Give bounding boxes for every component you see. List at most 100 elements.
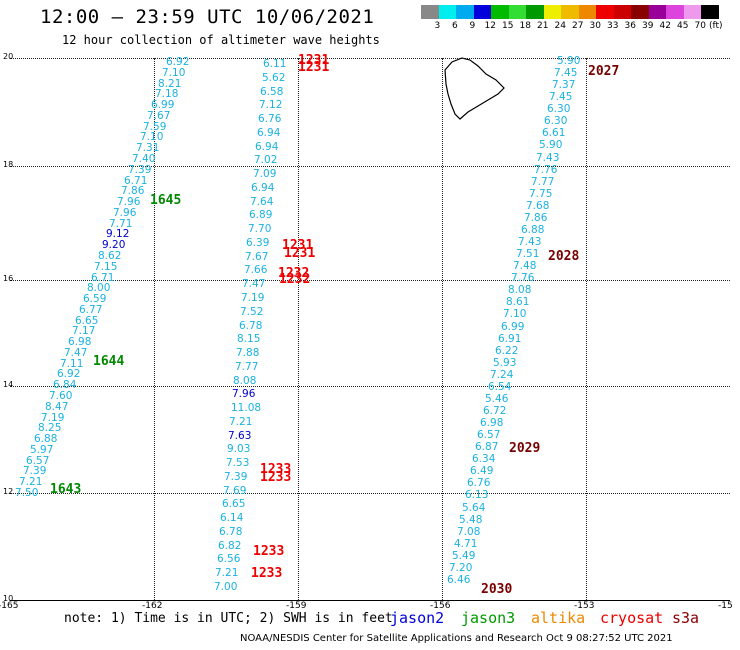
wave-height-value: 7.47 — [64, 347, 88, 359]
wave-height-value: 6.88 — [34, 433, 58, 445]
wave-height-value: 8.62 — [98, 250, 122, 262]
wave-height-value: 7.50 — [15, 487, 39, 499]
wave-height-value: 7.76 — [511, 272, 535, 284]
wave-height-value: 7.39 — [128, 164, 152, 176]
wave-height-value: 6.92 — [57, 368, 81, 380]
lat-label: 12 — [3, 487, 14, 496]
wave-height-value: 7.08 — [457, 526, 481, 538]
wave-height-value: 5.93 — [493, 357, 517, 369]
wave-height-value: 7.77 — [235, 361, 259, 373]
wave-height-value: 6.54 — [488, 381, 512, 393]
wave-height-value: 5.48 — [459, 514, 483, 526]
track-time-label: 1644 — [93, 354, 125, 369]
scale-swatch — [631, 5, 649, 19]
legend-altika: altika — [531, 609, 586, 627]
wave-height-value: 7.59 — [143, 121, 167, 133]
scale-label: 6 — [452, 21, 458, 31]
wave-height-value: 5.64 — [462, 502, 486, 514]
scale-label: (ft) — [709, 21, 723, 31]
lat-gridline — [10, 280, 730, 281]
scale-swatch — [473, 5, 491, 19]
wave-height-value: 7.02 — [254, 154, 278, 166]
wave-height-value: 8.08 — [233, 375, 257, 387]
wave-height-value: 7.24 — [490, 369, 514, 381]
wave-height-value: 5.97 — [30, 444, 54, 456]
scale-swatch — [561, 5, 579, 19]
scale-label: 15 — [502, 21, 514, 31]
legend-s3a: s3a — [672, 609, 700, 627]
scale-swatch — [666, 5, 684, 19]
wave-height-value: 6.84 — [53, 379, 77, 391]
scale-swatch — [648, 5, 666, 19]
lon-label: -156 — [430, 601, 451, 611]
wave-height-value: 6.59 — [83, 293, 107, 305]
wave-height-value: 7.69 — [223, 485, 247, 497]
wave-height-value: 7.76 — [534, 164, 558, 176]
wave-height-value: 7.70 — [248, 223, 272, 235]
track-time-label: 1232 — [278, 266, 310, 281]
wave-height-value: 6.56 — [217, 553, 241, 565]
lon-label: -165 — [0, 601, 19, 611]
wave-height-value: 6.99 — [501, 321, 525, 333]
wave-height-value: 7.17 — [72, 325, 96, 337]
wave-height-value: 6.39 — [246, 237, 270, 249]
wave-height-value: 7.53 — [226, 457, 250, 469]
wave-height-value: 7.86 — [524, 212, 548, 224]
lon-gridline — [154, 58, 155, 600]
wave-height-value: 9.03 — [227, 443, 251, 455]
footer-credit: NOAA/NESDIS Center for Satellite Applica… — [240, 633, 673, 644]
track-time-label: 1233 — [253, 544, 285, 559]
wave-height-value: 7.51 — [516, 248, 540, 260]
wave-height-value: 7.15 — [94, 261, 118, 273]
wave-height-value: 6.77 — [79, 304, 103, 316]
wave-height-value: 8.47 — [45, 401, 69, 413]
scale-label: 45 — [677, 21, 689, 31]
wave-height-value: 7.09 — [253, 168, 277, 180]
wave-height-value: 5.49 — [452, 550, 476, 562]
wave-height-value: 6.46 — [447, 574, 471, 586]
wave-height-value: 6.57 — [26, 455, 50, 467]
wave-height-value: 7.77 — [531, 176, 555, 188]
wave-height-value: 6.65 — [75, 315, 99, 327]
track-time-label: 1233 — [260, 462, 292, 477]
wave-height-value: 7.43 — [518, 236, 542, 248]
wave-height-value: 8.25 — [38, 422, 62, 434]
wave-height-value: 6.72 — [483, 405, 507, 417]
wave-height-value: 6.30 — [544, 115, 568, 127]
footer-note: note: 1) Time is in UTC; 2) SWH is in fe… — [64, 611, 393, 626]
lat-gridline — [10, 166, 730, 167]
lat-label: 18 — [3, 160, 14, 169]
wave-height-value: 7.67 — [147, 110, 171, 122]
wave-height-value: 7.10 — [140, 131, 164, 143]
lat-label: 16 — [3, 274, 14, 283]
wave-height-value: 7.96 — [232, 388, 256, 400]
scale-swatch — [596, 5, 614, 19]
lat-gridline — [10, 58, 730, 59]
scale-swatch — [438, 5, 456, 19]
wave-height-value: 6.98 — [68, 336, 92, 348]
wave-height-value: 7.19 — [41, 412, 65, 424]
wave-height-value: 7.47 — [242, 278, 266, 290]
lon-gridline — [298, 58, 299, 600]
wave-height-value: 7.45 — [549, 91, 573, 103]
wave-height-value: 7.39 — [23, 465, 47, 477]
wave-height-value: 7.19 — [241, 292, 265, 304]
scale-label: 12 — [484, 21, 496, 31]
map-bottom-axis — [10, 600, 730, 601]
wave-height-value: 6.57 — [477, 429, 501, 441]
scale-swatch — [701, 5, 719, 19]
scale-label: 18 — [519, 21, 531, 31]
wave-height-value: 7.96 — [113, 207, 137, 219]
track-time-label: 1643 — [50, 482, 82, 497]
wave-height-value: 6.14 — [220, 512, 244, 524]
wave-height-value: 5.90 — [557, 55, 581, 67]
wave-height-value: 6.22 — [495, 345, 519, 357]
scale-label: 33 — [607, 21, 619, 31]
wave-height-value: 8.08 — [508, 284, 532, 296]
track-time-label: 2029 — [509, 441, 541, 456]
wave-height-value: 6.94 — [251, 182, 275, 194]
lat-label: 14 — [3, 380, 14, 389]
scale-swatch — [683, 5, 701, 19]
